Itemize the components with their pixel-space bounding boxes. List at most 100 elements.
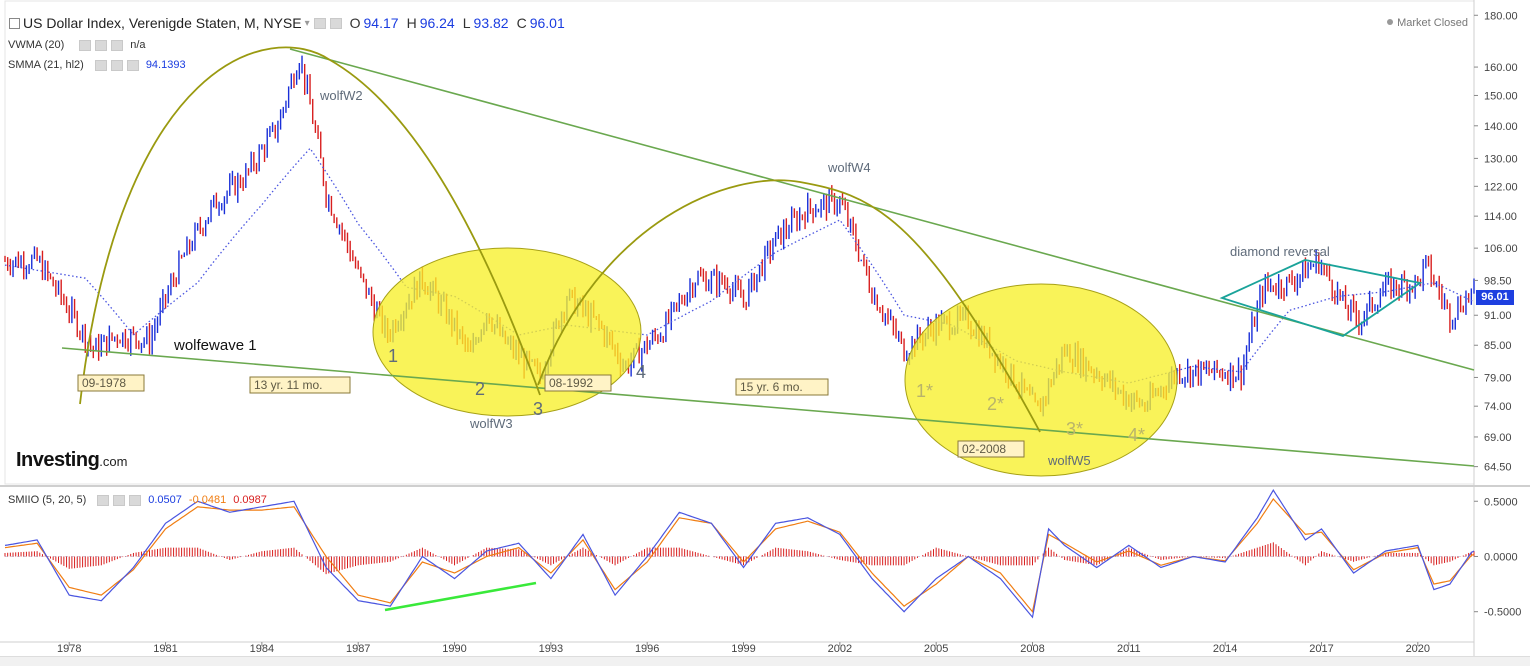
price-tick-label: 140.00 [1484, 121, 1518, 133]
logo-text: Investing [16, 449, 100, 471]
price-tick-label: 150.00 [1484, 90, 1518, 102]
time-tick-label: 1978 [57, 643, 81, 655]
close-icon[interactable] [129, 494, 142, 506]
smma-value: 94.1393 [145, 59, 186, 71]
wave-point-4: 4 [636, 362, 646, 382]
wave-point-1: 1 [388, 346, 398, 366]
time-tick-label: 2011 [1117, 643, 1141, 655]
label-15yr-6mo-box [735, 378, 829, 396]
wave-point-1-star: 1* [916, 381, 933, 401]
price-tick-label: 180.00 [1484, 10, 1518, 22]
close-icon[interactable] [111, 39, 124, 51]
ohlc-close-key: C [516, 15, 527, 31]
smiio-label: SMIIO (5, 20, 5) [8, 494, 87, 506]
price-tick-label: 98.50 [1484, 275, 1512, 287]
market-status: Market Closed [1387, 17, 1468, 29]
label-wolfW5: wolfW5 [1047, 453, 1091, 468]
time-tick-label: 2020 [1406, 643, 1430, 655]
eye-icon[interactable] [94, 59, 107, 71]
price-tick-label: 64.50 [1484, 462, 1512, 474]
price-tick-label: 160.00 [1484, 62, 1518, 74]
collapse-icon[interactable] [9, 17, 20, 29]
price-tick-label: 114.00 [1484, 211, 1517, 223]
close-icon[interactable] [126, 59, 139, 71]
label-13yr-11mo: 13 yr. 11 mo. [254, 378, 322, 392]
vwma-value: n/a [130, 39, 146, 51]
time-tick-label: 1981 [153, 643, 177, 655]
smiio-value-3: 0.0987 [233, 494, 267, 506]
label-wolfewave-1: wolfewave 1 [173, 337, 257, 354]
price-tick-label: 79.00 [1484, 372, 1512, 384]
label-02-2008-box [957, 440, 1025, 458]
time-tick-label: 1990 [442, 643, 466, 655]
price-tick-label: 85.00 [1484, 340, 1512, 352]
wedge-upper-line [289, 48, 1475, 371]
eye-icon[interactable] [79, 39, 92, 51]
divergence-line [384, 581, 537, 612]
smiio-value-2: -0.0481 [188, 494, 227, 506]
osc-main-line [4, 489, 1475, 619]
eye-icon[interactable] [313, 17, 326, 29]
investing-logo: Investing.com [16, 449, 127, 472]
wave-point-4-star: 4* [1128, 425, 1145, 445]
time-tick-label: 2014 [1213, 643, 1237, 655]
osc-tick-label: -0.5000 [1484, 607, 1521, 619]
wolf-arc-2 [537, 179, 1041, 433]
settings-icon[interactable] [110, 59, 123, 71]
time-tick-label: 1996 [635, 643, 659, 655]
chevron-down-icon[interactable]: ▾ [304, 17, 310, 29]
time-tick-label: 2008 [1020, 643, 1044, 655]
wedge-lower-line [61, 347, 1475, 467]
osc-tick-label: 0.0000 [1484, 551, 1518, 563]
label-08-1992: 08-1992 [549, 376, 593, 390]
settings-icon[interactable] [113, 494, 126, 506]
wolf-ellipse-1 [372, 247, 642, 417]
time-tick-label: 1999 [731, 643, 755, 655]
smma-legend: SMMA (21, hl2) 94.1393 [8, 59, 186, 71]
wave-point-3-star: 3* [1066, 419, 1083, 439]
label-wolfW4: wolfW4 [827, 160, 871, 175]
eye-icon[interactable] [97, 494, 110, 506]
label-08-1992-box [544, 374, 612, 392]
status-dot-icon [1387, 19, 1394, 25]
diamond-shape [1219, 259, 1423, 337]
label-09-1978: 09-1978 [82, 376, 126, 390]
wolf-arc-1 [79, 46, 541, 405]
vwma-legend: VWMA (20) n/a [8, 39, 146, 51]
settings-icon[interactable] [95, 39, 108, 51]
time-tick-label: 2017 [1309, 643, 1333, 655]
settings-icon[interactable] [329, 17, 342, 29]
logo-suffix: .com [99, 454, 128, 469]
time-tick-label: 2005 [924, 643, 948, 655]
label-diamond-reversal: diamond reversal [1230, 244, 1330, 259]
market-status-text: Market Closed [1397, 17, 1468, 29]
smiio-value-1: 0.0507 [148, 494, 182, 506]
wave-point-2: 2 [475, 379, 485, 399]
wave-point-2-star: 2* [987, 394, 1004, 414]
price-tick-label: 69.00 [1484, 432, 1512, 444]
price-tick-label: 106.00 [1484, 243, 1518, 255]
time-tick-label: 1987 [346, 643, 370, 655]
time-tick-label: 1984 [250, 643, 274, 655]
chart-title: US Dollar Index, Verenigde Staten, M, NY… [23, 15, 302, 31]
ohlc-high-key: H [406, 15, 417, 31]
label-09-1978-box [77, 374, 145, 392]
label-wolfW2: wolfW2 [319, 88, 363, 103]
smiio-legend: SMIIO (5, 20, 5) 0.0507 -0.0481 0.0987 [8, 494, 267, 506]
chart-legend-main: US Dollar Index, Verenigde Staten, M, NY… [8, 15, 565, 31]
smma-label: SMMA (21, hl2) [8, 59, 84, 71]
ohlc-high-value: 96.24 [419, 15, 455, 31]
price-tick-label: 130.00 [1484, 153, 1518, 165]
last-price-tag: 96.01 [1476, 290, 1514, 305]
ohlc-open-value: 94.17 [363, 15, 399, 31]
label-15yr-6mo: 15 yr. 6 mo. [740, 380, 803, 394]
time-tick-label: 2002 [828, 643, 852, 655]
ohlc-close-value: 96.01 [529, 15, 565, 31]
ohlc-open-key: O [349, 15, 361, 31]
bottom-toolbar [0, 656, 1530, 666]
label-02-2008: 02-2008 [962, 442, 1006, 456]
vwma-label: VWMA (20) [8, 39, 65, 51]
price-tick-label: 74.00 [1484, 401, 1512, 413]
ohlc-low-value: 93.82 [473, 15, 509, 31]
